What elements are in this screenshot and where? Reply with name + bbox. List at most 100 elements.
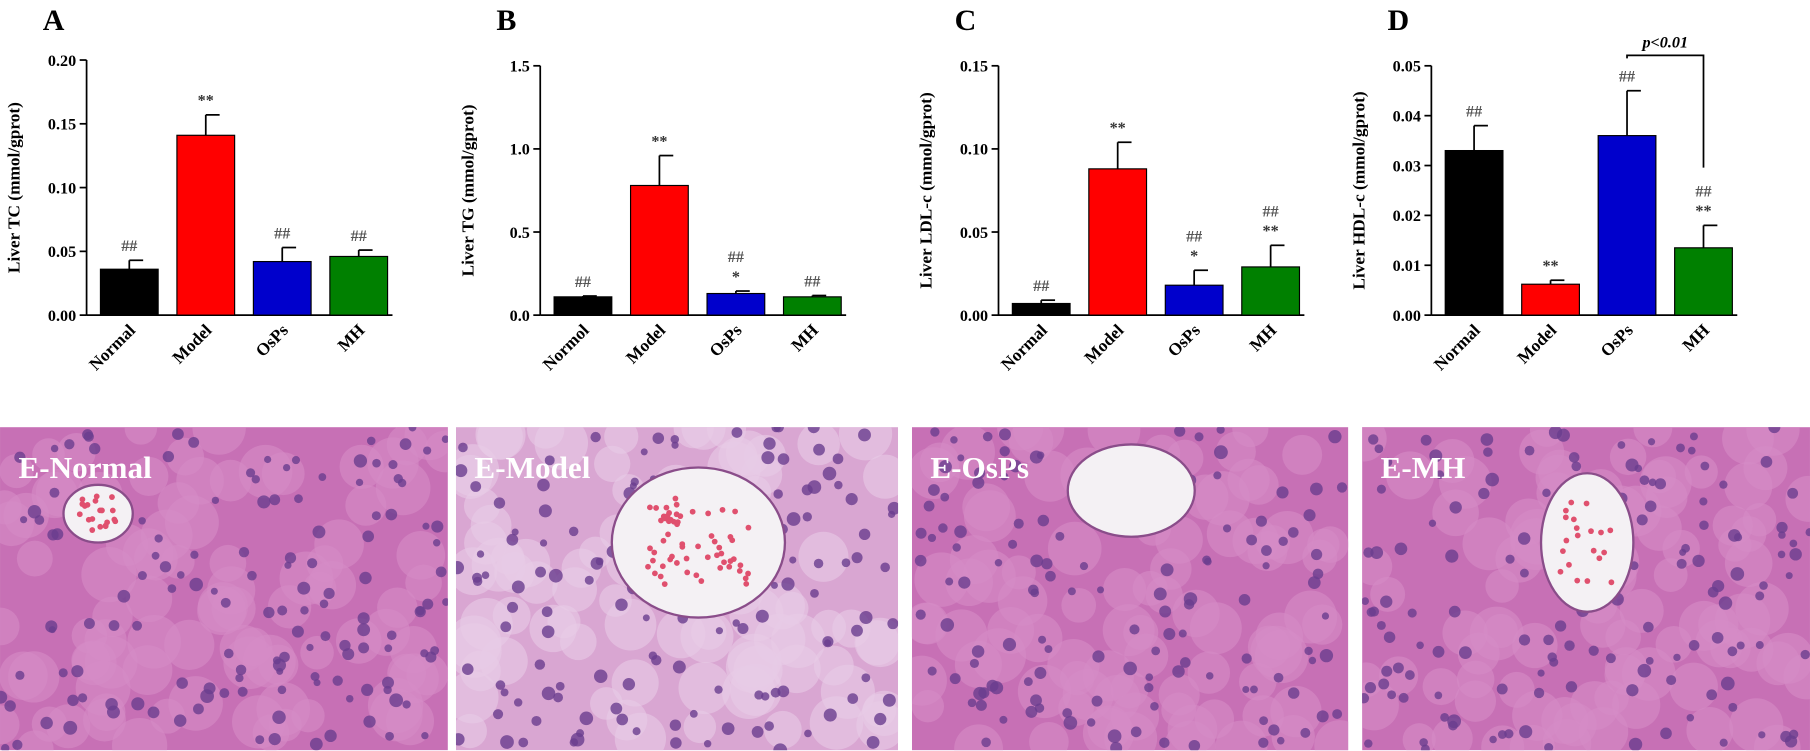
nucleus bbox=[1768, 427, 1781, 434]
nucleus bbox=[764, 721, 774, 731]
nucleus bbox=[1404, 670, 1415, 680]
nucleus bbox=[1554, 620, 1567, 632]
nucleus bbox=[1025, 705, 1038, 718]
significance-mark: ## bbox=[804, 273, 820, 290]
erythrocyte bbox=[708, 533, 715, 539]
nucleus bbox=[1376, 620, 1386, 630]
nucleus bbox=[383, 685, 392, 695]
cell bbox=[81, 546, 137, 603]
nucleus bbox=[200, 689, 214, 704]
nucleus bbox=[294, 494, 303, 504]
nucleus bbox=[1023, 677, 1033, 687]
erythrocyte bbox=[1566, 561, 1572, 568]
nucleus bbox=[1605, 653, 1616, 664]
nucleus bbox=[807, 480, 822, 494]
nucleus bbox=[190, 550, 199, 559]
nucleus bbox=[1720, 676, 1735, 691]
nucleus bbox=[555, 681, 565, 691]
erythrocyte bbox=[1562, 514, 1569, 521]
nucleus bbox=[399, 438, 412, 451]
nucleus bbox=[1449, 501, 1462, 514]
nucleus bbox=[1679, 548, 1687, 556]
erythrocyte bbox=[1607, 527, 1614, 534]
nucleus bbox=[1505, 554, 1515, 564]
nucleus bbox=[268, 732, 281, 746]
nucleus bbox=[238, 546, 250, 558]
nucleus bbox=[300, 606, 309, 615]
nucleus bbox=[1637, 663, 1652, 678]
nucleus bbox=[1636, 514, 1648, 526]
nucleus bbox=[1258, 737, 1269, 748]
nucleus bbox=[732, 619, 740, 627]
nucleus bbox=[251, 475, 260, 484]
significance-mark: ## bbox=[121, 238, 137, 255]
nucleus bbox=[506, 533, 519, 546]
nucleus bbox=[159, 561, 172, 573]
nucleus bbox=[77, 693, 88, 703]
nucleus bbox=[1238, 594, 1251, 606]
y-tick-label: 0.10 bbox=[960, 142, 988, 159]
nucleus bbox=[851, 552, 863, 564]
nucleus bbox=[689, 709, 698, 718]
nucleus bbox=[887, 618, 899, 630]
nucleus bbox=[277, 685, 287, 695]
nucleus bbox=[789, 556, 797, 564]
nucleus bbox=[309, 737, 323, 751]
cell bbox=[1061, 587, 1097, 623]
nucleus bbox=[1273, 672, 1284, 683]
nucleus bbox=[1030, 588, 1040, 598]
y-tick-label: 0.01 bbox=[1393, 258, 1421, 275]
y-tick-label: 0.5 bbox=[510, 225, 530, 242]
x-tick-label: Normal bbox=[86, 321, 140, 375]
vessel bbox=[62, 483, 134, 544]
nucleus bbox=[1092, 650, 1105, 663]
nucleus bbox=[1383, 631, 1396, 643]
bar bbox=[1164, 284, 1224, 316]
y-tick-label: 0.03 bbox=[1393, 158, 1421, 175]
cell bbox=[997, 427, 1044, 451]
y-tick-label: 0.02 bbox=[1393, 208, 1421, 225]
nucleus bbox=[1800, 649, 1810, 660]
nucleus bbox=[1044, 645, 1053, 654]
significance-mark: ## bbox=[351, 228, 367, 245]
nucleus bbox=[1316, 710, 1329, 723]
nucleus bbox=[1241, 653, 1252, 664]
nucleus bbox=[500, 735, 514, 749]
nucleus bbox=[1150, 702, 1159, 711]
cell bbox=[1456, 660, 1495, 699]
nucleus bbox=[108, 620, 120, 631]
erythrocyte bbox=[647, 545, 653, 552]
nucleus bbox=[518, 737, 529, 748]
nucleus bbox=[1519, 568, 1529, 578]
nucleus bbox=[841, 558, 851, 568]
cell bbox=[375, 460, 431, 516]
nucleus bbox=[1259, 716, 1269, 726]
nucleus bbox=[579, 711, 594, 726]
nucleus bbox=[306, 643, 314, 652]
cell bbox=[1469, 606, 1524, 661]
nucleus bbox=[366, 436, 376, 446]
erythrocyte bbox=[672, 495, 679, 502]
bar bbox=[1011, 302, 1071, 316]
nucleus bbox=[715, 627, 723, 635]
nucleus bbox=[1524, 445, 1535, 456]
bar bbox=[99, 268, 159, 316]
erythrocyte bbox=[727, 558, 734, 564]
nucleus bbox=[500, 621, 512, 633]
nucleus bbox=[14, 451, 26, 463]
nucleus bbox=[50, 444, 59, 453]
nucleus bbox=[1304, 646, 1313, 656]
nucleus bbox=[63, 720, 78, 735]
nucleus bbox=[1123, 661, 1137, 676]
nucleus bbox=[721, 722, 735, 736]
nucleus bbox=[318, 473, 327, 481]
nucleus bbox=[362, 530, 375, 543]
nucleus bbox=[1543, 634, 1554, 646]
nucleus bbox=[994, 559, 1003, 567]
nucleus bbox=[569, 738, 579, 747]
erythrocyte bbox=[665, 531, 671, 538]
cell bbox=[455, 670, 499, 724]
nucleus bbox=[1368, 606, 1380, 617]
erythrocyte bbox=[1590, 547, 1597, 554]
nucleus bbox=[1760, 456, 1773, 468]
